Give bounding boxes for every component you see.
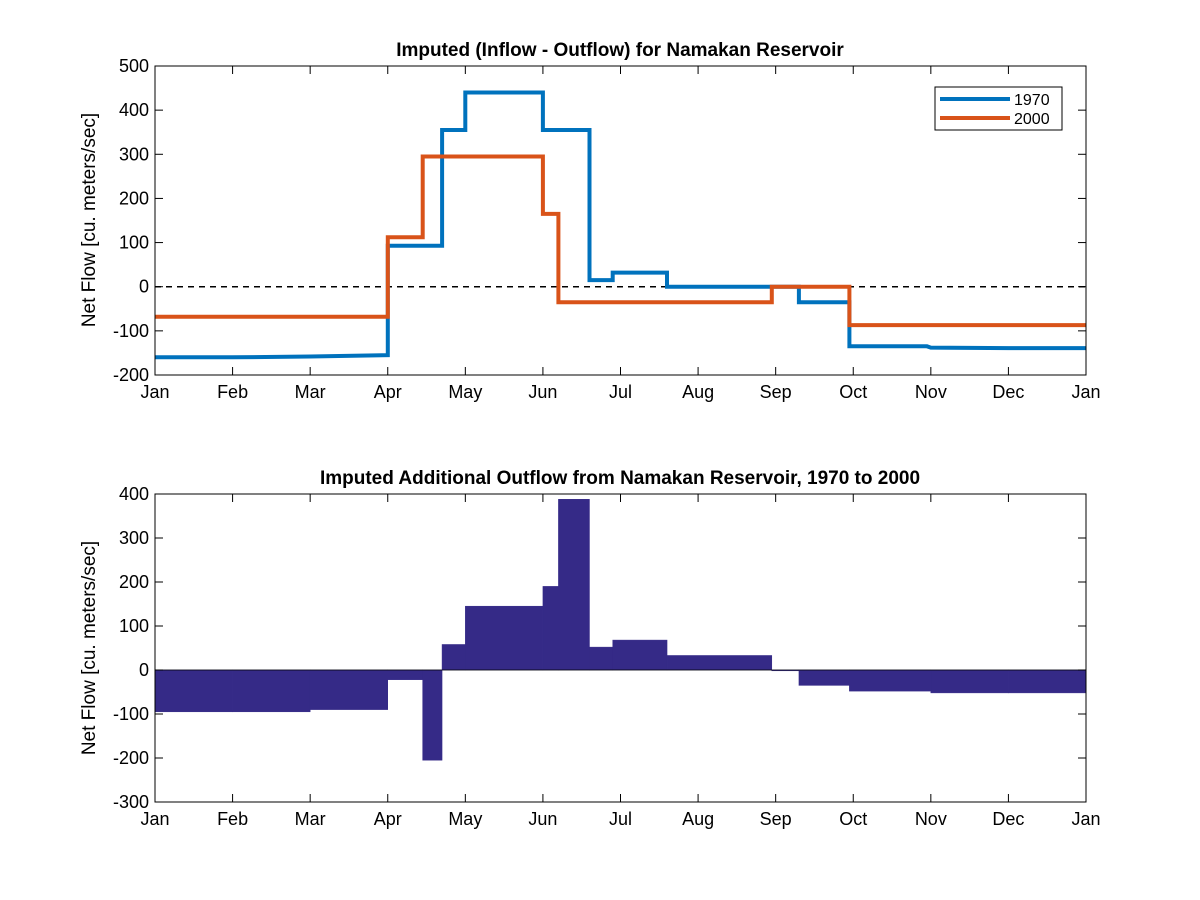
chart-additional-outflow: Imputed Additional Outflow from Namakan … <box>79 468 1101 829</box>
area-segment <box>465 605 544 671</box>
y-tick-label: 500 <box>119 56 149 76</box>
ticks-bottom: Jan Feb Mar Apr May Jun Jul Aug Sep Oct Nov Dec Jan-… <box>113 484 1101 829</box>
area-segment <box>558 499 590 671</box>
legend-box <box>934 86 1063 131</box>
legend-label-2000: 2000 <box>1014 111 1050 128</box>
area-segment <box>154 669 233 713</box>
x-tick-label: Jan <box>140 809 169 829</box>
chart-title-top: Imputed (Inflow - Outflow) for Namakan R… <box>396 40 844 61</box>
x-tick-label: Jan <box>140 382 169 402</box>
x-tick-label: Jul <box>609 382 632 402</box>
x-tick-label: Aug <box>682 382 714 402</box>
x-tick-label: Feb <box>217 809 248 829</box>
y-tick-label: 100 <box>119 616 149 636</box>
chart-title-bottom: Imputed Additional Outflow from Namakan … <box>320 468 920 489</box>
y-axis-label-bottom: Net Flow [cu. meters/sec] <box>79 541 100 755</box>
x-tick-label: May <box>448 809 482 829</box>
area-segment <box>612 639 668 671</box>
area-segment <box>930 669 1009 694</box>
y-tick-label: 400 <box>119 484 149 504</box>
x-tick-label: Apr <box>374 809 402 829</box>
x-tick-label: Dec <box>992 382 1024 402</box>
y-tick-label: 0 <box>139 277 149 297</box>
x-tick-label: May <box>448 382 482 402</box>
area-segment <box>309 669 388 710</box>
x-tick-label: Mar <box>295 382 326 402</box>
y-tick-label: 200 <box>119 188 149 208</box>
x-tick-label: Oct <box>839 382 867 402</box>
x-tick-label: Jun <box>528 809 557 829</box>
plot-area-bottom <box>154 499 1087 761</box>
area-segment <box>1008 669 1087 694</box>
x-tick-label: Aug <box>682 809 714 829</box>
series-line-2000 <box>155 154 1086 328</box>
area-segment <box>422 669 443 761</box>
y-tick-label: -300 <box>113 792 149 812</box>
ticks-top: Jan Feb Mar Apr May Jun Jul Aug Sep Oct Nov Dec Jan-… <box>113 56 1101 402</box>
y-tick-label: -200 <box>113 365 149 385</box>
area-segment <box>849 669 932 692</box>
y-tick-label: -200 <box>113 748 149 768</box>
plot-area-top <box>155 90 1086 360</box>
x-tick-label: Nov <box>915 382 947 402</box>
area-segment <box>232 669 311 713</box>
area-segment <box>542 586 559 671</box>
area-segment <box>387 669 423 680</box>
x-tick-label: Jan <box>1071 382 1100 402</box>
y-tick-label: -100 <box>113 704 149 724</box>
x-tick-label: Oct <box>839 809 867 829</box>
x-tick-label: Jun <box>528 382 557 402</box>
area-segment <box>589 646 613 671</box>
y-tick-label: 400 <box>119 100 149 120</box>
y-tick-label: 200 <box>119 572 149 592</box>
y-tick-label: -100 <box>113 321 149 341</box>
chart-net-flow-comparison: Imputed (Inflow - Outflow) for Namakan R… <box>79 40 1101 402</box>
y-tick-label: 0 <box>139 660 149 680</box>
x-tick-label: Jan <box>1071 809 1100 829</box>
y-tick-label: 100 <box>119 233 149 253</box>
x-tick-label: Feb <box>217 382 248 402</box>
area-segment <box>798 669 850 686</box>
x-tick-label: Jul <box>609 809 632 829</box>
series-line-1970 <box>155 90 1086 360</box>
x-tick-label: Sep <box>760 809 792 829</box>
legend-label-1970: 1970 <box>1014 92 1050 109</box>
x-tick-label: Mar <box>295 809 326 829</box>
x-tick-label: Sep <box>760 382 792 402</box>
x-tick-label: Nov <box>915 809 947 829</box>
area-segment <box>666 655 773 671</box>
y-axis-label-top: Net Flow [cu. meters/sec] <box>79 113 100 327</box>
x-tick-label: Dec <box>992 809 1024 829</box>
legend: 1970 2000 <box>934 86 1063 131</box>
area-segment <box>441 644 466 671</box>
y-tick-label: 300 <box>119 144 149 164</box>
x-tick-label: Apr <box>374 382 402 402</box>
y-tick-label: 300 <box>119 528 149 548</box>
